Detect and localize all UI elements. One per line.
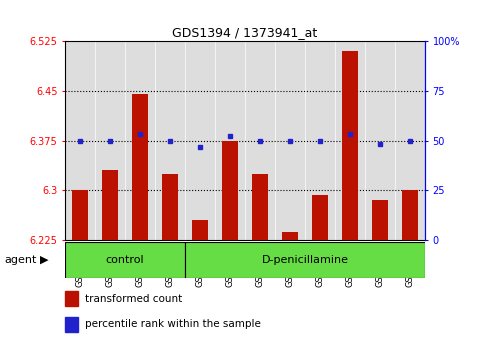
Text: D-penicillamine: D-penicillamine	[262, 255, 349, 265]
Text: agent: agent	[5, 255, 37, 265]
Bar	[65, 317, 78, 332]
Bar	[372, 200, 388, 240]
Bar	[65, 241, 185, 278]
Bar	[192, 220, 208, 240]
Bar	[342, 51, 358, 240]
Text: percentile rank within the sample: percentile rank within the sample	[85, 319, 261, 329]
Bar	[305, 41, 335, 240]
Bar	[395, 41, 425, 240]
Bar	[185, 241, 425, 278]
Bar	[162, 174, 178, 240]
Text: transformed count: transformed count	[85, 294, 182, 304]
Bar	[365, 41, 395, 240]
Title: GDS1394 / 1373941_at: GDS1394 / 1373941_at	[172, 26, 318, 39]
Bar	[252, 174, 269, 240]
Bar	[95, 41, 125, 240]
Bar	[65, 291, 78, 306]
Bar	[185, 41, 215, 240]
Bar	[132, 94, 148, 240]
Bar	[312, 195, 328, 240]
Bar	[102, 170, 118, 240]
Bar	[275, 41, 305, 240]
Bar	[245, 41, 275, 240]
Bar	[72, 190, 88, 240]
Bar	[335, 41, 365, 240]
Bar	[215, 41, 245, 240]
Bar	[402, 190, 418, 240]
Bar	[155, 41, 185, 240]
Bar	[222, 141, 239, 240]
Text: control: control	[106, 255, 144, 265]
Bar	[125, 41, 155, 240]
Bar	[282, 232, 298, 240]
Text: ▶: ▶	[40, 255, 48, 265]
Bar	[65, 41, 95, 240]
